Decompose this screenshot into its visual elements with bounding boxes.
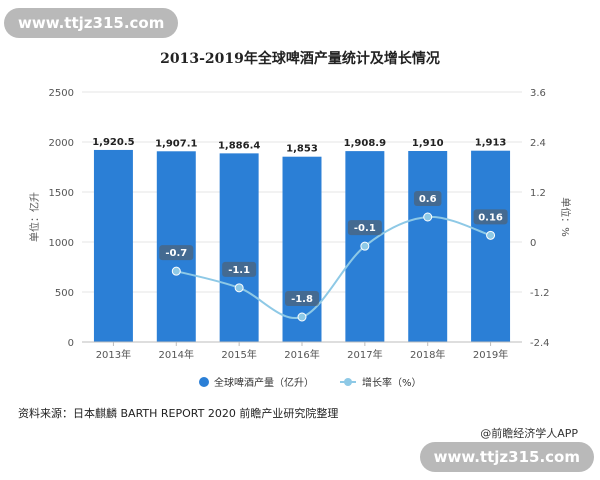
- bar: [471, 150, 511, 342]
- y-right-tick-label: 2.4: [530, 138, 546, 149]
- x-tick-label: 2019年: [473, 348, 508, 361]
- y-left-tick-label: 1500: [49, 188, 74, 199]
- source-note: 资料来源：日本麒麟 BARTH REPORT 2020 前瞻产业研究院整理: [18, 407, 339, 420]
- y-right-tick-label: 3.6: [530, 88, 546, 99]
- growth-rate-label: -0.7: [165, 248, 187, 259]
- x-tick-label: 2018年: [410, 348, 445, 361]
- bar-value-label: 1,920.5: [92, 137, 134, 148]
- legend-line-marker: [344, 378, 352, 386]
- chart: 0 500 1000 1500 2000 2500 -2.4 -1.2 0 1.2 2.4 3.6 单位…: [28, 88, 572, 389]
- bar-value-label: 1,853: [286, 144, 318, 155]
- growth-rate-point: [486, 230, 496, 240]
- bar-value-label: 1,910: [412, 138, 444, 149]
- growth-rate-label-bg: [285, 291, 319, 306]
- y-right-tick-label: 1.2: [530, 188, 546, 199]
- bar-value-label: 1,907.1: [155, 138, 197, 149]
- y-right-tick-label: -1.2: [530, 288, 550, 299]
- x-tick-label: 2014年: [159, 348, 194, 361]
- bar: [408, 151, 448, 342]
- x-tick-label: 2016年: [284, 348, 319, 361]
- y-left-axis-title: 单位：亿升: [28, 192, 41, 242]
- growth-rate-point: [234, 283, 244, 293]
- legend-bar-marker: [199, 377, 209, 387]
- growth-rate-point: [171, 266, 181, 276]
- growth-rate-label: 0.6: [419, 194, 437, 205]
- credit-note: @前瞻经济学人APP: [480, 427, 578, 440]
- bar-value-label: 1,913: [475, 138, 507, 149]
- legend-line-label: 增长率（%）: [362, 376, 422, 389]
- bar: [93, 149, 133, 342]
- bar: [219, 153, 259, 342]
- bar-value-label: 1,886.4: [218, 140, 260, 151]
- growth-rate-label-bg: [413, 191, 442, 206]
- y-right-tick-label: 0: [530, 238, 536, 249]
- legend-bar-label: 全球啤酒产量（亿升）: [214, 376, 314, 389]
- y-left-tick-label: 2000: [49, 138, 74, 149]
- y-left-tick-label: 0: [68, 338, 74, 349]
- x-tick-label: 2017年: [347, 348, 382, 361]
- y-left-tick-label: 1000: [49, 238, 74, 249]
- bar: [282, 156, 322, 342]
- y-left-tick-label: 500: [55, 288, 74, 299]
- growth-rate-label-bg: [222, 261, 257, 277]
- growth-rate-label: -1.1: [228, 265, 250, 276]
- growth-rate-label-bg: [347, 220, 382, 236]
- growth-rate-point: [360, 241, 370, 251]
- x-tick-label: 2015年: [221, 348, 256, 361]
- growth-rate-point: [297, 312, 307, 322]
- growth-rate-label-bg: [473, 209, 508, 225]
- bar-value-label: 1,908.9: [344, 138, 386, 149]
- growth-rate-label: -1.8: [291, 294, 313, 305]
- growth-rate-point: [423, 212, 433, 222]
- y-left-tick-label: 2500: [49, 88, 74, 99]
- growth-rate-label: -0.1: [354, 223, 376, 234]
- chart-title: 2013-2019年全球啤酒产量统计及增长情况: [160, 51, 440, 67]
- watermark-bottom: www.ttjz315.com: [419, 442, 594, 472]
- watermark-top: www.ttjz315.com: [4, 8, 179, 38]
- x-tick-label: 2013年: [96, 348, 131, 361]
- growth-rate-label: 0.16: [478, 212, 503, 223]
- growth-rate-label-bg: [159, 245, 194, 261]
- y-right-axis-title: 单位：%: [559, 197, 572, 237]
- y-right-tick-label: -2.4: [530, 338, 550, 349]
